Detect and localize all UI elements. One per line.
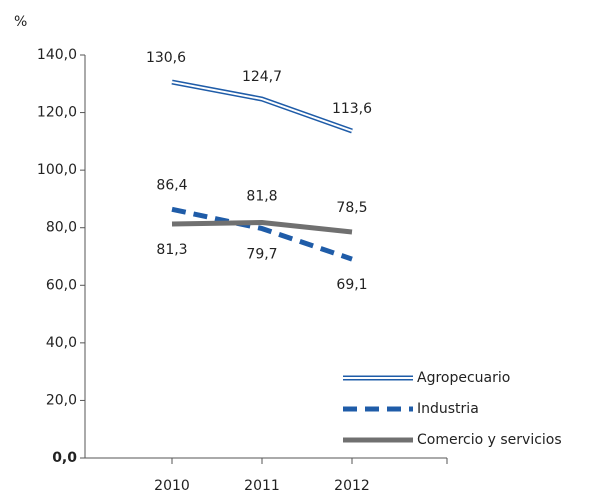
legend-label: Comercio y servicios <box>417 432 562 448</box>
line <box>171 206 353 262</box>
data-label: 113,6 <box>332 101 372 117</box>
y-axis-label: % <box>14 14 27 30</box>
x-tick-label: 2010 <box>154 478 190 494</box>
data-label: 69,1 <box>336 277 367 293</box>
x-tick-label: 2012 <box>334 478 370 494</box>
data-label: 81,3 <box>156 242 187 258</box>
y-tick-label: 120,0 <box>37 105 77 121</box>
data-label: 86,4 <box>156 177 187 193</box>
data-label: 81,8 <box>246 189 277 205</box>
y-tick-label: 20,0 <box>46 392 77 408</box>
data-label: 124,7 <box>242 69 282 85</box>
y-tick-label: 100,0 <box>37 162 77 178</box>
y-tick-label: 40,0 <box>46 335 77 351</box>
y-tick-label: 0,0 <box>52 450 77 466</box>
y-tick-label: 140,0 <box>37 47 77 63</box>
line <box>171 220 353 235</box>
data-label: 130,6 <box>146 50 186 66</box>
data-label: 79,7 <box>246 247 277 263</box>
line <box>171 79 353 134</box>
y-tick-label: 60,0 <box>46 277 77 293</box>
legend-label: Industria <box>417 401 479 417</box>
x-tick-label: 2011 <box>244 478 280 494</box>
legend-label: Agropecuario <box>417 370 510 386</box>
line-inner <box>171 81 353 132</box>
y-tick-label: 80,0 <box>46 220 77 236</box>
data-label: 78,5 <box>336 200 367 216</box>
